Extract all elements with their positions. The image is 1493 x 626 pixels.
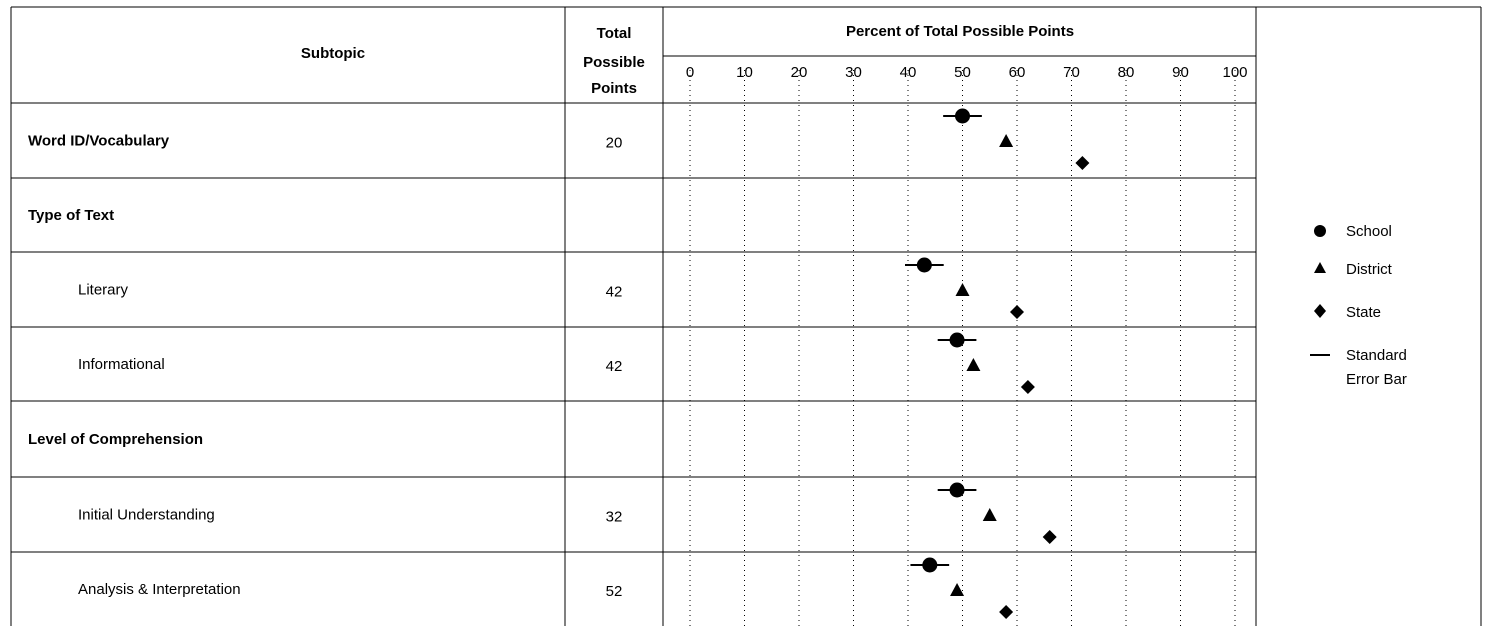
school-point	[922, 557, 938, 573]
state-point	[1042, 530, 1057, 544]
x-tick-label: 20	[791, 64, 808, 81]
school-point	[949, 482, 965, 498]
points-header-line-3: Points	[591, 80, 637, 97]
total-points-value: 52	[606, 583, 623, 600]
legend-state-marker	[1314, 304, 1326, 318]
school-point	[916, 257, 932, 273]
district-point	[950, 583, 965, 596]
school-point	[949, 332, 965, 348]
subtopic-label: Informational	[78, 356, 165, 373]
state-point	[1075, 156, 1090, 170]
table-rows: Word ID/Vocabulary 20 Type of Text Literary…	[28, 133, 622, 601]
chart-marks	[905, 108, 1090, 619]
subtopic-label: Level of Comprehension	[28, 431, 203, 448]
district-point	[982, 508, 997, 521]
x-tick-label: 90	[1172, 64, 1189, 81]
points-header-line-2: Possible	[583, 54, 645, 71]
x-tick-label: 40	[900, 64, 917, 81]
subtopic-label: Word ID/Vocabulary	[28, 133, 170, 150]
legend-error-bar-label-line-2: Error Bar	[1346, 371, 1407, 388]
total-points-value: 20	[606, 135, 623, 152]
subtopic-label: Literary	[78, 282, 129, 299]
points-header-line-1: Total	[597, 25, 632, 42]
x-tick-label: 10	[736, 64, 753, 81]
state-point	[1020, 380, 1035, 394]
legend-district-label: District	[1346, 261, 1393, 278]
table-borders	[10, 6, 1482, 626]
x-tick-label: 0	[686, 64, 694, 81]
state-point	[1010, 305, 1024, 319]
legend: School District State Standard Error Bar	[1310, 223, 1407, 388]
x-tick-label: 100	[1222, 64, 1247, 81]
total-points-value: 42	[606, 284, 623, 301]
district-point	[999, 134, 1014, 147]
chart-gridlines	[689, 70, 1236, 626]
legend-state-label: State	[1346, 304, 1381, 321]
x-tick-label: 60	[1009, 64, 1026, 81]
total-points-value: 42	[606, 358, 623, 375]
x-tick-label: 80	[1118, 64, 1135, 81]
district-point	[966, 358, 981, 371]
percent-header: Percent of Total Possible Points	[846, 23, 1074, 40]
legend-school-label: School	[1346, 223, 1392, 240]
subtopic-label: Analysis & Interpretation	[78, 581, 241, 598]
x-tick-label: 50	[954, 64, 971, 81]
x-tick-label: 30	[845, 64, 862, 81]
subtopic-header: Subtopic	[301, 45, 365, 62]
legend-school-marker	[1314, 225, 1326, 237]
school-point	[955, 108, 970, 124]
district-point	[955, 283, 970, 296]
total-points-value: 32	[606, 509, 623, 526]
legend-district-marker	[1314, 262, 1326, 273]
subtopic-label: Initial Understanding	[78, 507, 215, 524]
x-axis-ticks: 0 10 20 30 40 50 60 70 80 90 100	[686, 64, 1248, 81]
state-point	[999, 605, 1014, 619]
legend-error-bar-label-line-1: Standard	[1346, 347, 1407, 364]
x-tick-label: 70	[1063, 64, 1080, 81]
subtopic-label: Type of Text	[28, 207, 114, 224]
